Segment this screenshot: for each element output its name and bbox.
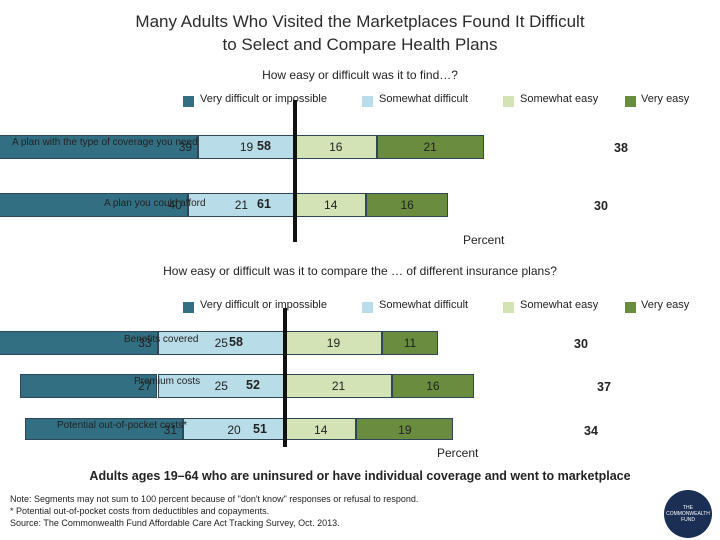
bar-value-label: 27 [138,379,152,393]
chart2-axis-caption: Percent [437,446,479,460]
footnotes: Note: Segments may not sum to 100 percen… [10,493,418,529]
legend-swatch [503,96,514,107]
legend-swatch [625,96,636,107]
bar-very-easy [356,418,454,440]
population-footer: Adults ages 19–64 who are uninsured or h… [89,469,631,483]
legend-swatch [183,302,194,313]
bar-value-label: 25 [214,379,228,393]
chart-title: Many Adults Who Visited the Marketplaces… [0,10,720,56]
easy-total-label: 30 [594,199,608,213]
bar-value-label: 19 [398,423,412,437]
center-divider-line [283,308,287,447]
category-label: A plan with the type of coverage you nee… [12,137,198,148]
legend-swatch [183,96,194,107]
bar-very-difficult [0,331,158,355]
commonwealth-fund-logo: THE COMMONWEALTH FUND [664,490,712,538]
bar-very-easy [376,135,484,159]
category-label: Potential out-of-pocket costs* [57,420,188,431]
legend-label: Somewhat easy [520,93,599,105]
easy-total-label: 37 [597,380,611,394]
bar-somewhat-easy [295,193,367,217]
bar-value-label: 25 [214,336,228,350]
category-label: A plan you could afford [104,198,206,209]
bar-value-label: 21 [423,140,437,154]
bar-somewhat-easy [285,331,382,355]
easy-total-label: 34 [584,424,598,438]
bar-very-difficult [0,193,188,217]
legend-label: Very easy [641,93,690,105]
bar-somewhat-easy [295,135,377,159]
legend-swatch [503,302,514,313]
logo-text: THE COMMONWEALTH FUND [666,505,710,523]
note-line: * Potential out-of-pocket costs from ded… [10,506,270,516]
legend-label: Very difficult or impossible [200,299,327,311]
bar-value-label: 16 [400,198,414,212]
bar-somewhat-easy [285,374,393,398]
easy-total-label: 38 [614,141,628,155]
center-divider-line [293,100,297,242]
bar-somewhat-difficult [157,331,285,355]
bar-very-difficult [24,418,183,440]
bar-value-label: 21 [234,198,249,212]
difficult-total-label: 52 [246,378,260,392]
legend-label: Somewhat easy [520,299,599,311]
bar-very-easy [366,193,448,217]
category-label: Benefits covered [124,334,199,345]
bar-value-label: 19 [239,140,254,154]
bar-value-label: 16 [426,379,440,393]
bar-value-label: 11 [403,336,417,350]
legend-swatch [362,302,373,313]
bar-value-label: 14 [314,423,328,437]
bar-very-difficult [19,374,158,398]
bar-very-difficult [0,135,199,159]
bar-value-label: 39 [178,140,193,154]
bar-value-label: 21 [331,379,346,393]
chart1-axis-caption: Percent [463,233,505,247]
legend-swatch [362,96,373,107]
bar-value-label: 20 [227,423,241,437]
chart-title-line2: to Select and Compare Health Plans [222,35,498,54]
bar-value-label: 31 [163,423,177,437]
easy-total-label: 30 [574,337,588,351]
legend-label: Somewhat difficult [379,299,469,311]
bar-value-label: 40 [168,198,182,212]
chart-title-line1: Many Adults Who Visited the Marketplaces… [135,12,585,31]
bar-value-label: 14 [324,198,338,212]
difficult-total-label: 58 [257,139,271,153]
bar-value-label: 33 [138,336,152,350]
legend-label: Very easy [641,299,690,311]
difficult-total-label: 58 [229,335,243,349]
note-line: Note: Segments may not sum to 100 percen… [10,494,419,504]
source-line: Source: The Commonwealth Fund Affordable… [10,518,340,528]
bar-value-label: 16 [329,140,343,154]
category-label: Premium costs [134,376,201,387]
legend-label: Very difficult or impossible [200,93,327,105]
bar-very-easy [392,374,474,398]
bar-somewhat-difficult [157,374,285,398]
difficult-total-label: 61 [257,197,271,211]
difficult-total-label: 51 [253,422,267,436]
chart1-subtitle: How easy or difficult was it to find…? [262,68,458,82]
bar-very-easy [381,331,438,355]
chart2-subtitle: How easy or difficult was it to compare … [163,264,557,278]
legend-label: Somewhat difficult [379,93,469,105]
legend-swatch [625,302,636,313]
bar-value-label: 19 [326,336,341,350]
